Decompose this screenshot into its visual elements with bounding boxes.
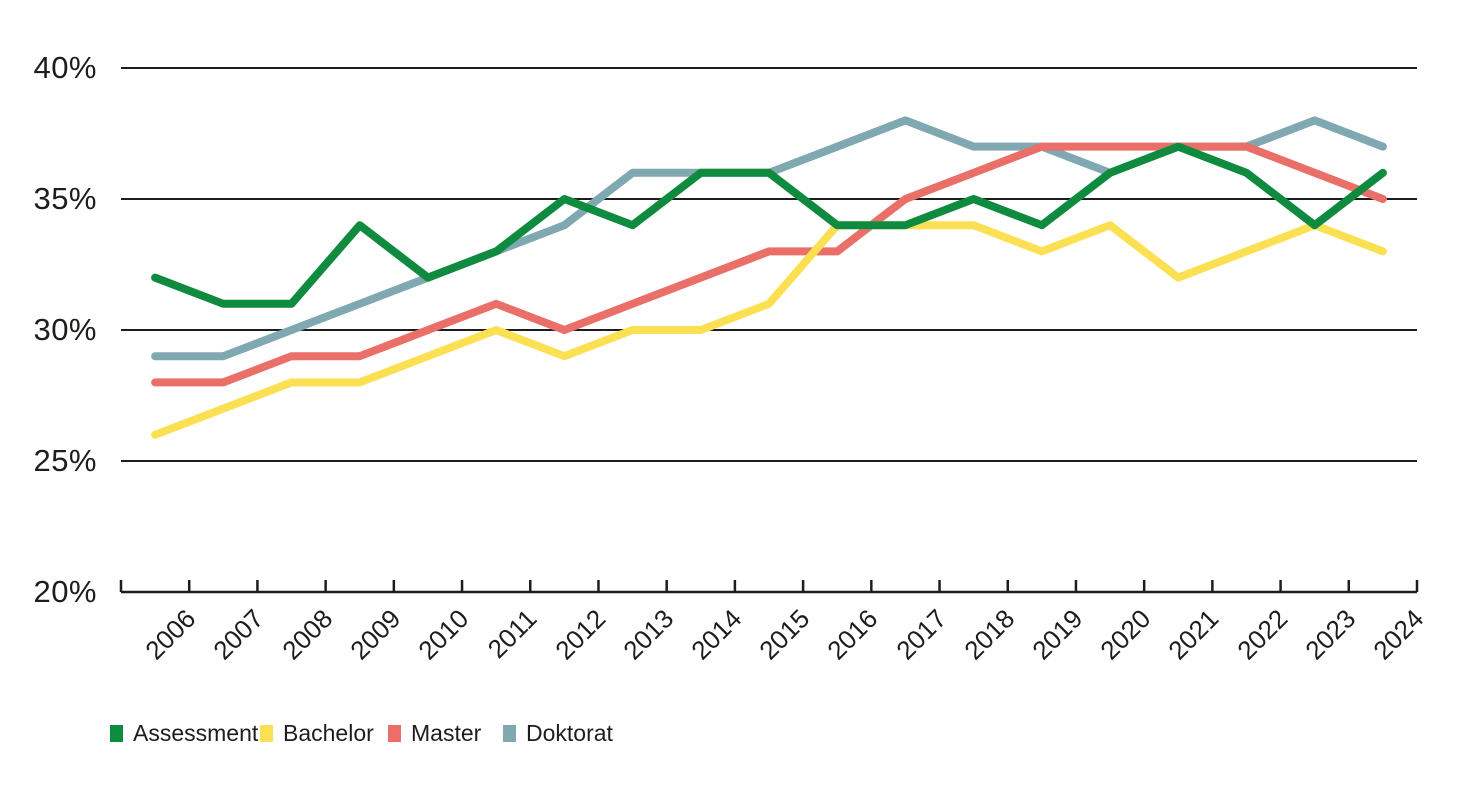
y-axis-label-30: 30% <box>33 312 97 347</box>
line-assessment <box>151 142 1387 308</box>
legend-label-assessment: Assessment <box>133 720 259 746</box>
legend-label-doktorat: Doktorat <box>526 720 613 746</box>
legend-item-bachelor: Bachelor <box>260 720 374 746</box>
line-master <box>151 142 1387 387</box>
y-axis-label-25: 25% <box>33 443 97 478</box>
y-axis-label-20: 20% <box>33 574 97 609</box>
legend-item-assessment: Assessment <box>110 720 258 746</box>
line-bachelor <box>151 221 1387 439</box>
legend-item-master: Master <box>388 720 481 746</box>
legend-swatch-bachelor <box>260 724 273 742</box>
legend-label-bachelor: Bachelor <box>283 720 374 746</box>
legend-swatch-assessment <box>110 724 123 742</box>
legend-swatch-master <box>388 724 401 742</box>
legend-swatch-doktorat <box>503 724 516 742</box>
y-axis-label-40: 40% <box>33 50 97 85</box>
legend-label-master: Master <box>411 720 482 746</box>
legend-item-doktorat: Doktorat <box>503 720 613 746</box>
y-axis-label-35: 35% <box>33 181 97 216</box>
